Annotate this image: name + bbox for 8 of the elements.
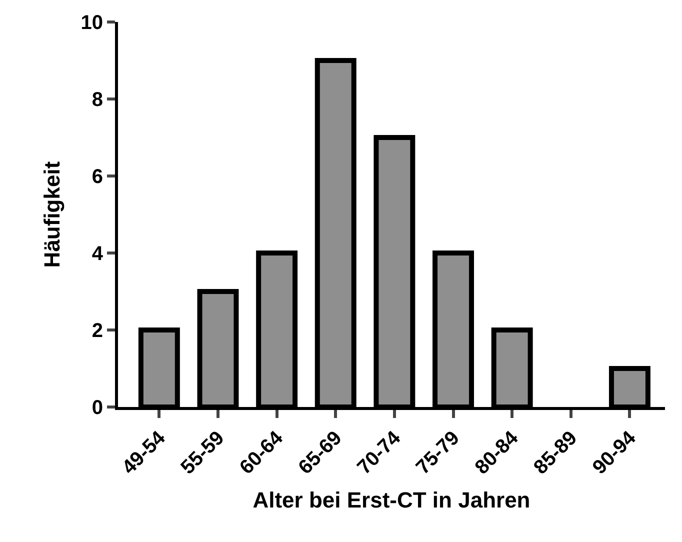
y-tick-label: 4 bbox=[92, 243, 104, 265]
y-tick-label: 6 bbox=[92, 166, 103, 188]
y-axis-title: Häufigkeit bbox=[40, 160, 65, 268]
x-axis-title: Alter bei Erst-CT in Jahren bbox=[252, 488, 530, 513]
y-tick-label: 0 bbox=[92, 397, 103, 419]
y-tick-label: 8 bbox=[92, 89, 103, 111]
y-tick-label: 10 bbox=[80, 12, 103, 34]
y-tick-label: 2 bbox=[92, 320, 103, 342]
